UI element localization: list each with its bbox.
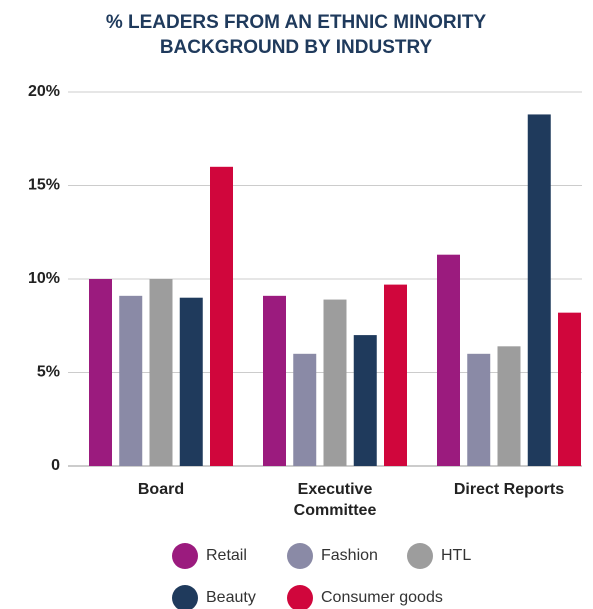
legend-label: Beauty [206,589,256,606]
y-tick-label: 20% [28,83,60,100]
chart-title: % LEADERS FROM AN ETHNIC MINORITY BACKGR… [105,12,487,58]
legend-label: Fashion [321,547,378,564]
bar [558,312,581,466]
x-tick-label: Direct Reports [453,481,565,498]
bar [149,279,173,466]
legend-swatch [287,543,313,569]
bar [527,114,551,466]
y-tick-label: 5% [37,364,60,381]
bar [89,279,112,466]
x-tick-label: Board [137,481,185,498]
legend-label: HTL [441,547,471,564]
bar [323,299,347,466]
legend-label: Consumer goods [321,589,443,606]
y-tick-label: 15% [28,177,60,194]
bar [437,254,460,466]
bar [497,346,521,466]
bar [179,297,203,466]
bar [293,353,317,466]
legend-swatch [407,543,433,569]
bar [263,295,286,466]
legend-swatch [172,543,198,569]
legend-label: Retail [206,547,247,564]
bar [384,284,407,466]
x-tick-label: Executive Committee [293,481,377,519]
bar [210,166,233,467]
legend-swatch [287,585,313,609]
bar [119,295,143,466]
y-tick-label: 10% [28,270,60,287]
y-tick-label: 0 [51,457,60,474]
bar [467,353,491,466]
bar [353,335,377,466]
legend-swatch [172,585,198,609]
